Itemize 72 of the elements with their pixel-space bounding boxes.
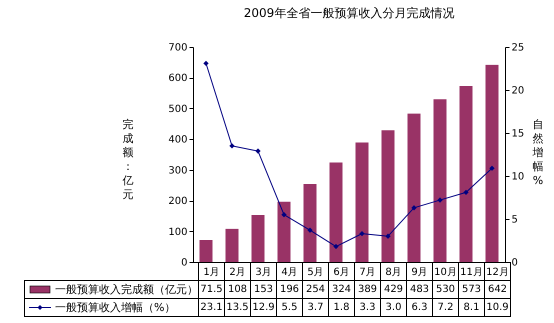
data-label: 483 [406,280,432,298]
data-label: 429 [380,280,406,298]
y-axis-title: 完成额：亿元 [122,118,134,202]
point [255,148,261,154]
y-tick-label: 500 [168,104,188,115]
data-label: 530 [432,280,458,298]
point [359,230,365,236]
y2-tick-label: 15 [512,128,524,140]
data-label: 71.5 [198,280,224,298]
x-tick-label: 12月 [484,262,510,280]
bar [382,130,394,262]
x-tick-label: 9月 [406,262,432,280]
data-label: 389 [354,280,380,298]
data-label: 3.0 [380,298,406,316]
y2-axis-title: 自然增幅% [532,118,544,188]
y2-tick-label: 0 [512,258,518,268]
data-label: 13.5 [224,298,250,316]
y2-tick-label: 10 [512,172,524,182]
y-tick-label: 200 [168,196,188,208]
y2-tick-label: 25 [512,42,524,54]
data-label: 12.9 [250,298,276,316]
x-tick-label: 6月 [328,262,354,280]
bar [356,142,368,262]
bar [460,86,472,262]
legend-label: 一般预算收入完成额（亿元） [55,283,198,296]
x-tick-label: 3月 [250,262,276,280]
data-label: 573 [458,280,484,298]
x-tick-label: 5月 [302,262,328,280]
y-tick-label: 0 [181,258,188,268]
bar [330,162,342,262]
x-tick-label: 4月 [276,262,302,280]
x-tick-label: 11月 [458,262,484,280]
y-tick-label: 300 [168,165,188,176]
data-label: 3.7 [302,298,328,316]
bar [278,202,290,262]
chart-title: 2009年全省一般预算收入分月完成情况 [244,6,454,20]
y2-tick-label: 5 [512,214,518,226]
data-label: 23.1 [198,298,224,316]
data-label: 6.3 [406,298,432,316]
y-tick-label: 400 [168,134,188,146]
data-label: 153 [250,280,276,298]
x-tick-label: 10月 [432,262,458,280]
bar [434,99,446,262]
data-label: 5.5 [276,298,302,316]
y-tick-label: 100 [168,226,188,238]
bar [304,184,316,262]
data-label: 8.1 [458,298,484,316]
data-label: 108 [224,280,250,298]
data-label: 3.3 [354,298,380,316]
x-tick-label: 8月 [380,262,406,280]
bar [226,228,238,262]
bar [252,215,264,262]
data-label: 1.8 [328,298,354,316]
data-label: 324 [328,280,354,298]
data-label: 642 [484,280,510,298]
y-tick-label: 600 [168,73,188,84]
y2-tick-label: 20 [512,86,524,96]
data-label: 254 [302,280,328,298]
point [229,143,235,149]
point [333,244,339,250]
x-tick-label: 7月 [354,262,380,280]
point [437,197,443,203]
bar [200,240,212,262]
data-label: 7.2 [432,298,458,316]
legend-label: 一般预算收入增幅（%） [55,301,176,314]
data-label: 10.9 [484,298,510,316]
x-tick-label: 1月 [198,262,224,280]
data-label: 196 [276,280,302,298]
y-tick-label: 700 [168,42,188,54]
x-tick-label: 2月 [224,262,250,280]
bar [408,114,420,262]
bar [486,64,498,262]
